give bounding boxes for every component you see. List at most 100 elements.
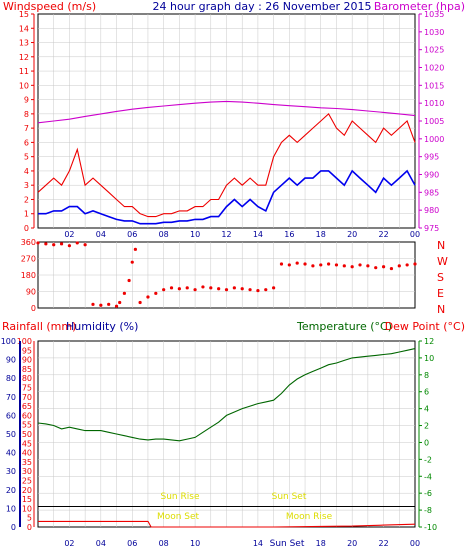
barometer-tick-label: 1005 xyxy=(424,117,444,126)
rainfall-tick-label: 60 xyxy=(22,411,32,420)
humidity-tick-label: 100 xyxy=(1,337,16,346)
direction-point xyxy=(36,241,40,245)
direction-point xyxy=(358,263,362,267)
rainfall-tick-label: 65 xyxy=(22,402,32,411)
direction-point xyxy=(59,242,64,246)
rainfall-tick-label: 0 xyxy=(27,523,32,532)
wind-hour-tick-label: 22 xyxy=(378,230,388,239)
windspeed-tick-label: 4 xyxy=(24,167,29,176)
barometer-axis-title: Barometer (hpa) xyxy=(374,0,465,13)
windspeed-tick-label: 8 xyxy=(24,110,29,119)
direction-point xyxy=(287,263,291,267)
wind-hour-tick-label: 04 xyxy=(96,230,106,239)
wind-average-line xyxy=(38,169,416,225)
rainfall-ticks: 0510152025303540455055606570758085909510… xyxy=(17,337,32,532)
rainfall-tick-label: 5 xyxy=(27,514,32,523)
windspeed-tick-label: 3 xyxy=(24,181,29,190)
rainfall-tick-label: 95 xyxy=(22,346,32,355)
direction-point xyxy=(114,304,119,308)
direction-tick-label: 0 xyxy=(31,304,36,313)
wind-hour-tick-label: 06 xyxy=(127,230,137,239)
sun-rise-label: Sun Rise xyxy=(161,492,200,502)
wind-hour-ticks: 02 04 06 08 10 12 14 16 18 20 22 00 xyxy=(64,230,420,239)
direction-point xyxy=(327,262,331,266)
rainfall-tick-label: 75 xyxy=(22,384,32,393)
direction-tick-label: 180 xyxy=(21,271,36,280)
temperature-ticks: -10 -8 -6 -4 -2 0 2 4 6 8 10 12 xyxy=(419,337,437,532)
rainfall-tick-label: 15 xyxy=(22,495,32,504)
temperature-hour-tick-label: 20 xyxy=(347,539,357,548)
direction-point xyxy=(319,263,323,267)
humidity-tick-label: 60 xyxy=(6,411,16,420)
temperature-hour-tick-label: 08 xyxy=(159,539,169,548)
direction-point xyxy=(248,288,252,292)
wind-hour-tick-label: 20 xyxy=(347,230,357,239)
temperature-tick-label: -10 xyxy=(424,523,437,532)
temperature-tick-label: 0 xyxy=(424,438,429,447)
temperature-hour-tick-label: 14 xyxy=(253,539,263,548)
moon-set-label: Moon Set xyxy=(157,512,200,522)
direction-point xyxy=(177,287,181,291)
temperature-tick-label: -8 xyxy=(424,506,432,515)
compass-label: S xyxy=(437,271,444,284)
direction-point xyxy=(52,243,56,247)
temperature-hour-tick-label: 04 xyxy=(96,539,106,548)
direction-point xyxy=(83,243,87,247)
barometer-tick-label: 975 xyxy=(424,224,439,233)
rainfall-tick-label: 45 xyxy=(22,439,32,448)
direction-point xyxy=(224,288,229,292)
humidity-tick-label: 50 xyxy=(6,430,16,439)
direction-ticks: 0 90 180 270 360 xyxy=(21,238,36,313)
direction-point xyxy=(232,286,236,290)
direction-point xyxy=(146,295,150,299)
direction-point xyxy=(118,300,122,305)
compass-label: N xyxy=(437,303,445,316)
humidity-axis-title: Humidity (%) xyxy=(66,320,138,333)
temperature-tick-label: -4 xyxy=(424,472,432,481)
direction-point xyxy=(334,263,339,267)
sun-set-label: Sun Set xyxy=(272,492,307,502)
rainfall-tick-label: 85 xyxy=(22,365,32,374)
direction-point xyxy=(295,261,299,265)
barometer-line xyxy=(37,100,416,124)
direction-point xyxy=(217,287,221,291)
windspeed-tick-label: 7 xyxy=(24,124,29,133)
rain-humidity-temperature-panel: 0510152025303540455055606570758085909510… xyxy=(1,337,437,549)
direction-point xyxy=(389,266,394,271)
temperature-tick-label: 12 xyxy=(424,337,434,346)
windspeed-tick-label: 13 xyxy=(19,39,29,48)
direction-point xyxy=(67,244,72,248)
temperature-series xyxy=(37,348,416,528)
compass-label: W xyxy=(437,255,448,268)
temperature-tick-label: -6 xyxy=(424,489,432,498)
wind-hour-tick-label: 14 xyxy=(253,230,263,239)
windspeed-tick-label: 0 xyxy=(24,224,29,233)
windspeed-line xyxy=(37,113,416,218)
compass-label: E xyxy=(437,287,444,300)
windspeed-tick-label: 9 xyxy=(24,96,29,105)
direction-point xyxy=(193,288,197,292)
barometer-tick-label: 990 xyxy=(424,171,439,180)
barometer-ticks: 975 980 985 990 995 1000 1005 1010 1015 1020 1025 1… xyxy=(419,10,444,233)
direction-point xyxy=(99,303,103,307)
temperature-hour-tick-label: 22 xyxy=(378,539,388,548)
direction-point xyxy=(75,241,79,245)
windspeed-tick-label: 10 xyxy=(19,81,29,90)
direction-tick-label: 270 xyxy=(21,255,36,264)
temperature-tick-label: 8 xyxy=(424,371,429,380)
direction-tick-label: 90 xyxy=(26,288,36,297)
rainfall-tick-label: 10 xyxy=(22,504,32,513)
moon-rise-label: Moon Rise xyxy=(286,512,333,522)
windspeed-axis-title: Windspeed (m/s) xyxy=(3,0,96,13)
temperature-hour-tick-label: 02 xyxy=(64,539,74,548)
rainfall-tick-label: 55 xyxy=(22,421,32,430)
barometer-tick-label: 980 xyxy=(424,206,439,215)
direction-point xyxy=(279,262,284,266)
windspeed-tick-label: 5 xyxy=(24,153,29,162)
direction-point xyxy=(130,260,134,264)
direction-point xyxy=(374,266,378,270)
humidity-ticks: 0 10 20 30 40 50 60 70 80 90 100 xyxy=(1,337,16,532)
